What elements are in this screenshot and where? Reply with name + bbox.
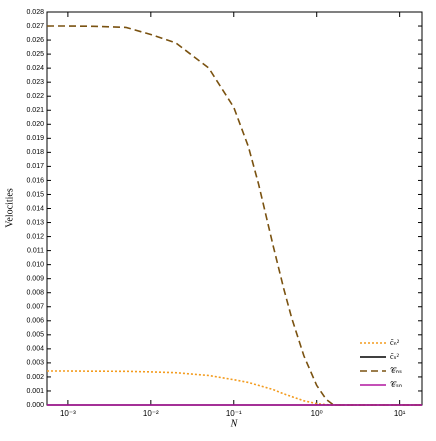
y-tick-label: 0.011: [27, 247, 44, 254]
y-tick-label: 0.018: [26, 149, 44, 156]
y-tick-label: 0.016: [26, 177, 44, 184]
series-line: [47, 25, 422, 406]
y-tick-label: 0.003: [26, 360, 44, 367]
y-tick-label: 0.019: [26, 135, 44, 142]
y-tick-label: 0.027: [26, 23, 44, 30]
y-tick-label: 0.015: [26, 191, 44, 198]
legend-label: 𝒞ₛₙ: [390, 380, 402, 389]
y-tick-label: 0.007: [26, 304, 44, 311]
x-tick-label: 10⁻³: [60, 409, 76, 418]
y-axis-label: Velocities: [4, 188, 15, 228]
y-tick-label: 0.002: [26, 374, 44, 381]
y-tick-label: 0.008: [26, 290, 44, 297]
y-tick-label: 0.025: [26, 51, 44, 58]
x-tick-label: 10⁻¹: [226, 409, 242, 418]
y-tick-label: 0.023: [26, 79, 44, 86]
y-tick-label: 0.022: [26, 93, 44, 100]
y-tick-label: 0.026: [26, 37, 44, 44]
y-tick-label: 0.012: [26, 233, 44, 240]
plot-frame: [46, 11, 423, 406]
y-tick-label: 0.013: [26, 219, 44, 226]
x-axis-label: N: [230, 418, 239, 429]
series-line: [47, 370, 422, 406]
x-tick-label: 10¹: [394, 409, 406, 418]
y-tick-label: 0.009: [26, 276, 44, 283]
y-tick-label: 0.024: [26, 65, 44, 72]
x-tick-label: 10⁻²: [143, 409, 159, 418]
legend-label: c̃ₛ²: [390, 352, 400, 361]
y-tick-label: 0.010: [26, 261, 44, 268]
y-tick-label: 0.017: [26, 163, 44, 170]
y-tick-label: 0.001: [26, 388, 44, 395]
legend-label: c̃ₙ²: [390, 338, 400, 347]
y-tick-label: 0.006: [26, 318, 44, 325]
y-tick-label: 0.020: [26, 121, 44, 128]
y-tick-label: 0.005: [26, 332, 44, 339]
legend-label: 𝒞ₙₛ: [390, 366, 402, 375]
x-tick-label: 10⁰: [311, 409, 323, 418]
y-tick-label: 0.014: [26, 205, 44, 212]
y-tick-label: 0.000: [26, 402, 44, 409]
y-tick-label: 0.028: [26, 9, 44, 16]
y-tick-label: 0.004: [26, 346, 44, 353]
y-tick-label: 0.021: [26, 107, 44, 114]
